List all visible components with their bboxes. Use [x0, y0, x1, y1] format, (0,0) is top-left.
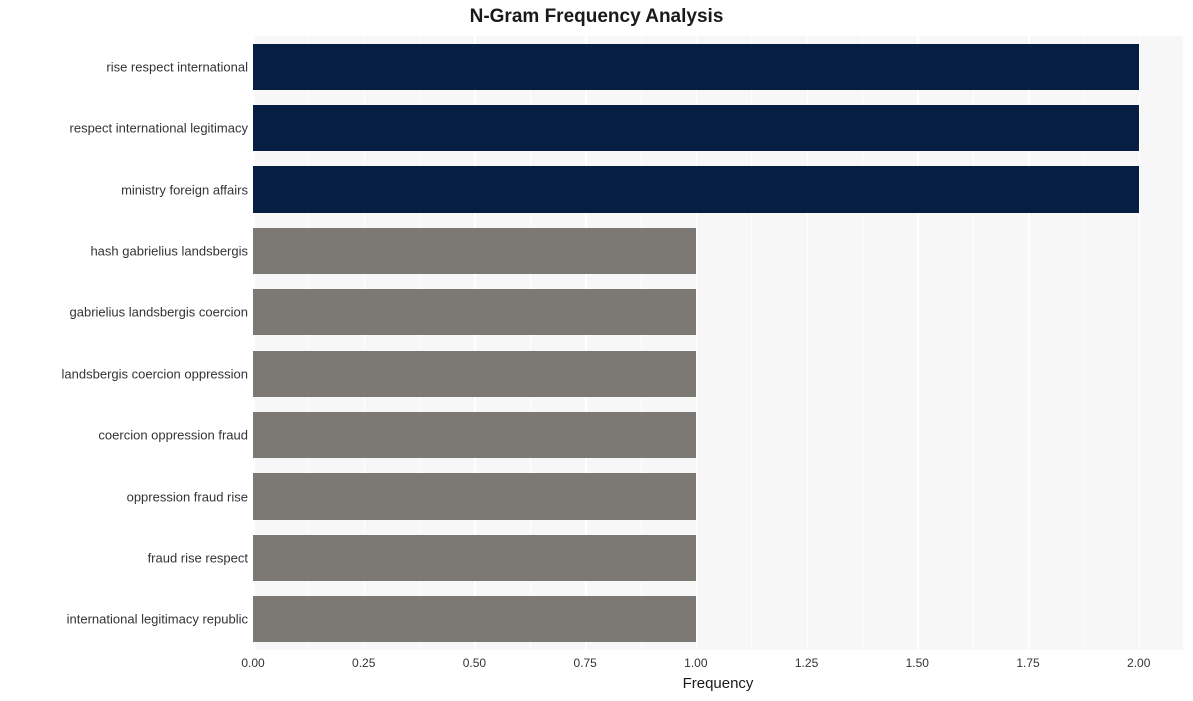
bar — [253, 596, 696, 642]
bar — [253, 351, 696, 397]
bars-layer — [253, 36, 1183, 650]
y-tick-label: fraud rise respect — [148, 550, 248, 565]
y-tick-label: gabrielius landsbergis coercion — [70, 305, 249, 320]
plot-area — [253, 36, 1183, 650]
x-tick-label: 0.75 — [573, 656, 596, 670]
bar — [253, 228, 696, 274]
x-tick-label: 1.50 — [906, 656, 929, 670]
bar — [253, 473, 696, 519]
x-tick-label: 1.75 — [1016, 656, 1039, 670]
x-tick-label: 1.00 — [684, 656, 707, 670]
x-axis-title: Frequency — [253, 675, 1183, 692]
y-tick-label: oppression fraud rise — [127, 489, 248, 504]
y-tick-label: landsbergis coercion oppression — [62, 366, 248, 381]
y-tick-label: coercion oppression fraud — [98, 428, 248, 443]
x-tick-label: 0.50 — [463, 656, 486, 670]
y-axis-labels: rise respect international respect intern… — [0, 36, 248, 650]
bar — [253, 412, 696, 458]
chart-title: N-Gram Frequency Analysis — [0, 6, 1193, 28]
bar — [253, 166, 1139, 212]
x-axis-ticks: 0.000.250.500.751.001.251.501.752.00 — [253, 656, 1183, 674]
bar — [253, 289, 696, 335]
chart-container: N-Gram Frequency Analysis rise respect i… — [0, 0, 1193, 701]
y-tick-label: ministry foreign affairs — [121, 182, 248, 197]
bar — [253, 535, 696, 581]
x-tick-label: 0.00 — [241, 656, 264, 670]
bar — [253, 105, 1139, 151]
x-tick-label: 2.00 — [1127, 656, 1150, 670]
y-tick-label: international legitimacy republic — [67, 612, 248, 627]
x-tick-label: 1.25 — [795, 656, 818, 670]
y-tick-label: rise respect international — [106, 59, 248, 74]
y-tick-label: respect international legitimacy — [70, 121, 248, 136]
y-tick-label: hash gabrielius landsbergis — [90, 243, 248, 258]
bar — [253, 44, 1139, 90]
x-tick-label: 0.25 — [352, 656, 375, 670]
